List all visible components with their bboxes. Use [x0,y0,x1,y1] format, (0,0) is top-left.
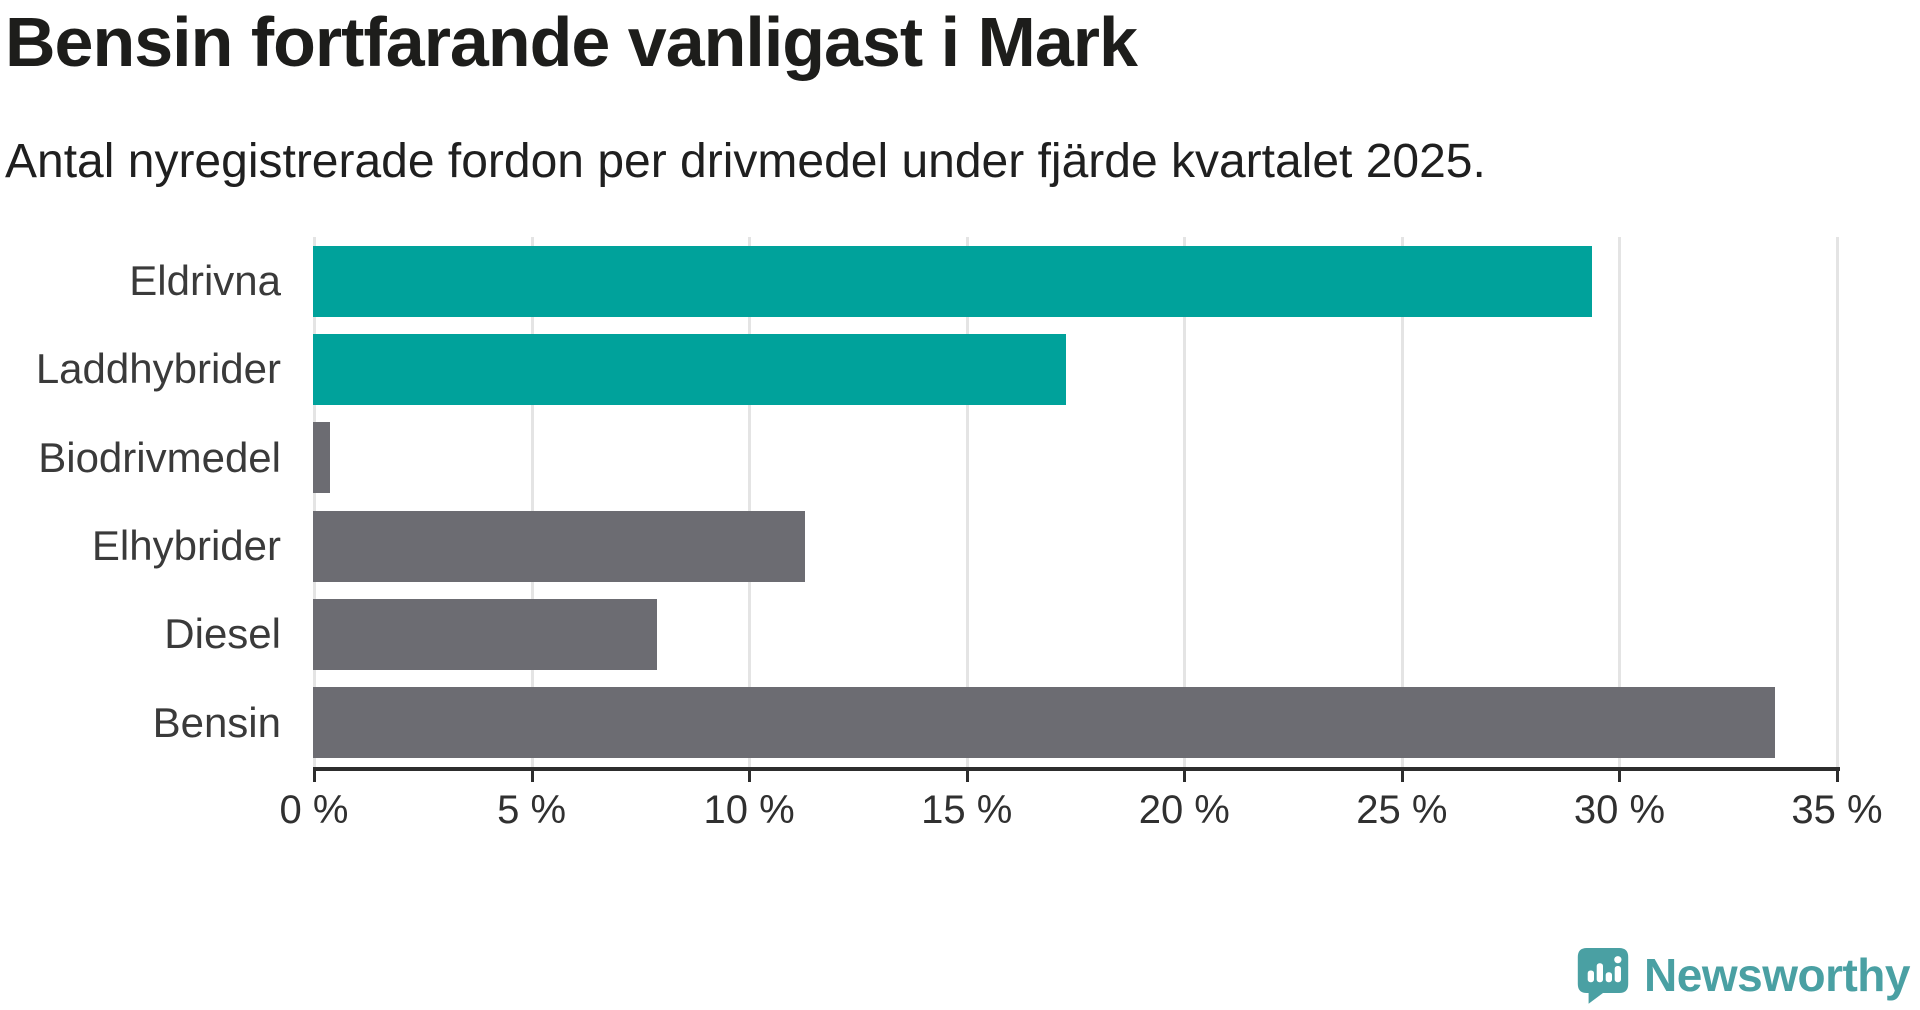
x-axis-tick [1836,771,1839,782]
category-label-eldrivna: Eldrivna [129,257,281,305]
x-axis-tick [1183,771,1187,782]
x-axis-tick-label: 15 % [921,788,1013,832]
gridline-5 [530,237,534,767]
category-label-bensin: Bensin [152,698,281,746]
x-axis-tick [313,771,316,782]
gridline-20 [1183,237,1187,767]
category-label-elhybrider: Elhybrider [91,522,281,570]
x-axis-tick [530,771,534,782]
category-label-biodrivmedel: Biodrivmedel [38,433,281,481]
x-axis-tick [748,771,752,782]
x-axis-tick [1618,771,1622,782]
bar-elhybrider [313,510,805,582]
x-axis-tick-label: 10 % [703,788,795,832]
bar-eldrivna [313,245,1593,317]
x-axis-tick [1400,771,1404,782]
gridline-15 [965,237,969,767]
x-axis-line [313,767,1840,771]
gridline-30 [1618,237,1622,767]
gridline-25 [1400,237,1404,767]
x-axis-tick-label: 25 % [1356,788,1448,832]
chart-subtitle: Antal nyregistrerade fordon per drivmede… [5,135,1486,188]
x-axis-tick-label: 20 % [1138,788,1230,832]
gridline-0 [313,237,316,767]
x-axis-tick-label: 30 % [1573,788,1666,832]
x-axis-tick-label: 5 % [497,788,567,832]
newsworthy-branding: Newsworthy [1576,946,1910,1004]
bar-bensin [313,687,1776,759]
category-label-laddhybrider: Laddhybrider [35,345,281,393]
bar-diesel [313,599,657,670]
x-axis-tick-label: 0 % [279,788,349,832]
bar-biodrivmedel [313,422,331,494]
x-axis-tick-label: 35 % [1791,788,1883,832]
bar-laddhybrider [313,334,1066,405]
newsworthy-logo-icon [1577,948,1629,1004]
newsworthy-wordmark: Newsworthy [1644,949,1910,1001]
x-axis-tick [965,771,969,782]
category-label-diesel: Diesel [164,610,281,658]
gridline-10 [748,237,752,767]
category-labels: Eldrivna Laddhybrider Biodrivmedel Elhybrid… [0,237,281,767]
gridline-35 [1836,237,1839,767]
chart-title: Bensin fortfarande vanligast i Mark [5,3,1138,81]
plot-area [313,237,1839,767]
